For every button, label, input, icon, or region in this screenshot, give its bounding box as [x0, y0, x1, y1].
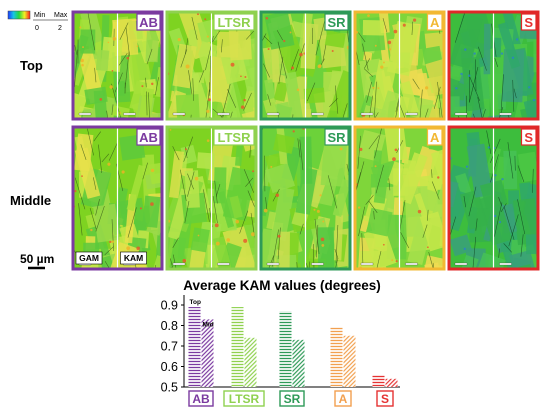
- panel-frame: [259, 10, 352, 121]
- scale-bar-label: 50 µm: [20, 252, 54, 266]
- row-label-middle: Middle: [10, 193, 51, 208]
- bar-ab-top: [188, 307, 201, 387]
- chart-title: Average KAM values (degrees): [183, 278, 381, 293]
- colorbar-legend: Min Max 0 2: [7, 10, 68, 32]
- micrograph-middle-ab: AB GAM KAM: [71, 125, 164, 271]
- panel-label-box: [136, 13, 161, 31]
- colorbar-max-label: Max: [54, 12, 68, 19]
- panel-label: LTSR: [218, 15, 252, 30]
- scale-bar: 50 µm: [20, 252, 54, 270]
- panel-frame: [165, 10, 258, 121]
- panel-label-box: [213, 128, 255, 146]
- category-label-box: [188, 390, 214, 407]
- panel-label-box: [426, 13, 443, 31]
- bar-ab-mid: [201, 319, 214, 387]
- panel-frame: [447, 125, 540, 271]
- micrograph-top-ltsr: LTSR: [165, 10, 258, 121]
- panel-label-box: [324, 13, 349, 31]
- bar-ltsr-mid: [244, 337, 257, 387]
- bar-a-top: [330, 327, 343, 387]
- micrograph-panels: AB LTSR SR A S AB GAM KAM LTSR SR A S: [71, 10, 540, 271]
- series-label-top: Top: [190, 299, 201, 306]
- panel-label-box: [426, 128, 443, 146]
- y-tick-label: 0.6: [161, 360, 178, 374]
- bar-a-mid: [343, 335, 356, 387]
- y-tick-label: 0.9: [161, 299, 178, 313]
- micrograph-top-a: A: [353, 10, 446, 121]
- panel-frame: [71, 125, 164, 271]
- panel-label-box: [520, 13, 537, 31]
- colorbar-gradient: [7, 10, 31, 20]
- panel-label: AB: [139, 130, 158, 145]
- panel-label-box: [136, 128, 161, 146]
- bar-ltsr-top: [231, 307, 244, 387]
- category-label-box: [279, 390, 305, 407]
- bar-sr-mid: [292, 339, 305, 387]
- category-label-s: S: [381, 392, 389, 406]
- bar-s-mid: [385, 378, 398, 387]
- category-label-sr: SR: [284, 392, 301, 406]
- panel-label-box: [213, 13, 255, 31]
- category-label-ltsr: LTSR: [229, 392, 260, 406]
- colorbar-max-value: 2: [58, 25, 62, 32]
- panel-frame: [165, 125, 258, 271]
- y-tick-label: 0.8: [161, 319, 178, 333]
- kam-bar-chart: 0.5 0.6 0.7 0.8 0.9 Top Mid AB LTSR SR A S: [161, 295, 400, 407]
- panel-frame: [447, 10, 540, 121]
- y-tick-label: 0.7: [161, 340, 178, 354]
- gam-label: GAM: [79, 253, 99, 263]
- micrograph-middle-a: A: [353, 125, 446, 271]
- category-label-ab: AB: [192, 392, 210, 406]
- panel-frame: [259, 125, 352, 271]
- panel-frame: [71, 10, 164, 121]
- category-label-box: [334, 390, 352, 407]
- category-label-a: A: [339, 392, 348, 406]
- category-label-box: [376, 390, 394, 407]
- colorbar-min-label: Min: [34, 12, 45, 19]
- y-tick-label: 0.5: [161, 381, 178, 395]
- panel-label: A: [430, 15, 440, 30]
- panel-label: LTSR: [218, 130, 252, 145]
- panel-label: SR: [327, 15, 346, 30]
- panel-label: S: [524, 15, 533, 30]
- colorbar-min-value: 0: [35, 25, 39, 32]
- bar-s-top: [372, 374, 385, 387]
- micrograph-top-ab: AB: [71, 10, 164, 121]
- micrograph-top-s: S: [447, 10, 540, 121]
- panel-label: SR: [327, 130, 346, 145]
- micrograph-middle-ltsr: LTSR: [165, 125, 258, 271]
- panel-label-box: [324, 128, 349, 146]
- micrograph-top-sr: SR: [259, 10, 352, 121]
- panel-frame: [353, 125, 446, 271]
- micrograph-middle-sr: SR: [259, 125, 352, 271]
- panel-label: A: [430, 130, 440, 145]
- series-label-mid: Mid: [203, 321, 214, 328]
- kam-label: KAM: [124, 253, 143, 263]
- panel-label: AB: [139, 15, 158, 30]
- panel-label: S: [524, 130, 533, 145]
- panel-frame: [353, 10, 446, 121]
- category-label-box: [223, 390, 265, 407]
- micrograph-middle-s: S: [447, 125, 540, 271]
- panel-label-box: [520, 128, 537, 146]
- row-label-top: Top: [20, 58, 43, 73]
- bar-sr-top: [279, 311, 292, 387]
